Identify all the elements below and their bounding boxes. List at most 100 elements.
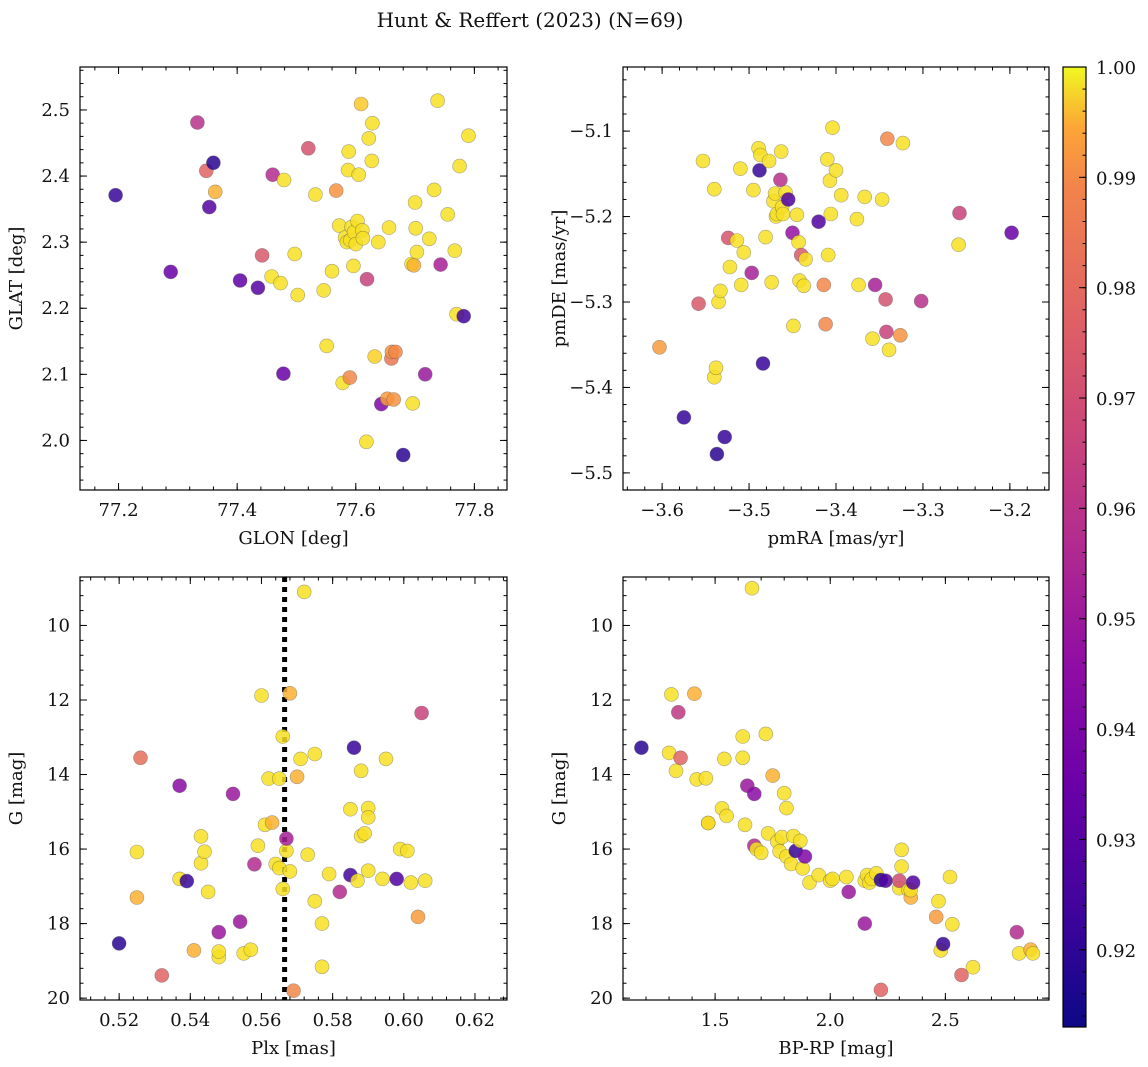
data-point bbox=[857, 189, 873, 205]
scatter-points bbox=[652, 120, 1019, 462]
data-point bbox=[289, 769, 305, 785]
data-point bbox=[716, 751, 732, 767]
data-point bbox=[818, 316, 833, 332]
data-point bbox=[425, 0, 439, 7]
data-point bbox=[414, 705, 429, 721]
x-tick-label: 2.0 bbox=[816, 1010, 845, 1031]
data-point bbox=[881, 342, 897, 358]
data-point bbox=[200, 884, 216, 900]
data-point bbox=[954, 967, 969, 983]
data-point bbox=[346, 740, 362, 756]
panel-plx-g: 0.52 0.54 0.56 0.58 0.60 0.62 10 12 14 16 18 20 Plx … bbox=[6, 0, 508, 1059]
y-tick-label: −5.2 bbox=[569, 207, 613, 228]
data-point bbox=[350, 873, 365, 889]
data-point bbox=[308, 187, 323, 202]
data-point bbox=[760, 826, 776, 841]
data-point bbox=[359, 434, 374, 450]
data-point bbox=[403, 875, 419, 890]
data-point bbox=[942, 869, 958, 885]
data-point bbox=[275, 881, 291, 897]
data-point bbox=[673, 750, 688, 766]
data-point bbox=[365, 115, 380, 131]
data-point bbox=[406, 257, 422, 273]
data-point bbox=[758, 229, 773, 245]
data-point bbox=[202, 199, 217, 215]
data-point bbox=[928, 909, 944, 925]
y-tick-label: 16 bbox=[47, 839, 70, 860]
data-point bbox=[873, 982, 889, 998]
data-point bbox=[193, 829, 209, 844]
data-point bbox=[300, 847, 316, 863]
data-point bbox=[409, 244, 425, 260]
x-tick-label: 77.8 bbox=[454, 500, 494, 521]
data-point bbox=[664, 687, 679, 702]
y-tick-label: 2.1 bbox=[41, 364, 70, 385]
data-point bbox=[819, 152, 835, 167]
y-tick-label: 2.0 bbox=[41, 430, 70, 451]
data-point bbox=[206, 155, 221, 171]
data-point bbox=[733, 161, 748, 176]
x-axis-label: GLON [deg] bbox=[238, 528, 348, 549]
colorbar-tick-label: 1.00 bbox=[1096, 58, 1136, 79]
colorbar-tick-label: 0.92 bbox=[1096, 941, 1136, 962]
y-axis-label: G [mag] bbox=[6, 752, 27, 825]
data-point bbox=[351, 167, 367, 182]
data-point bbox=[746, 786, 762, 802]
y-tick-label: 18 bbox=[47, 914, 70, 935]
data-point bbox=[811, 867, 827, 883]
panel-glon-glat: 77.2 77.4 77.6 77.8 2.0 2.1 2.2 2.3 2.4 2.5 GLON [… bbox=[6, 66, 508, 549]
data-point bbox=[895, 135, 911, 151]
data-point bbox=[332, 884, 348, 900]
data-point bbox=[746, 182, 761, 198]
data-point bbox=[355, 230, 371, 246]
axes-frame bbox=[79, 576, 508, 1001]
data-point bbox=[433, 257, 448, 272]
data-point bbox=[293, 751, 308, 767]
x-tick-label: −3.4 bbox=[814, 500, 858, 521]
data-point bbox=[276, 366, 291, 382]
colorbar-tick-label: 0.97 bbox=[1096, 389, 1136, 410]
colorbar-tick-label: 0.94 bbox=[1096, 720, 1136, 741]
data-point bbox=[737, 817, 753, 833]
data-point bbox=[440, 207, 456, 222]
data-point bbox=[346, 258, 361, 274]
data-point bbox=[833, 187, 849, 203]
data-point bbox=[733, 277, 749, 293]
data-point bbox=[461, 0, 475, 7]
data-point bbox=[729, 233, 745, 248]
x-tick-label: 0.52 bbox=[99, 1010, 139, 1031]
data-point bbox=[342, 370, 358, 385]
data-point bbox=[857, 916, 873, 931]
y-tick-label: 20 bbox=[590, 988, 613, 1009]
data-point bbox=[316, 283, 332, 298]
data-point bbox=[935, 936, 951, 952]
data-point bbox=[931, 893, 946, 909]
data-point bbox=[839, 869, 854, 885]
data-point bbox=[447, 243, 463, 258]
data-point bbox=[823, 206, 839, 222]
data-point bbox=[828, 163, 844, 178]
y-tick-label: 2.5 bbox=[41, 100, 70, 121]
x-axis-label: BP-RP [mag] bbox=[778, 1038, 893, 1059]
panel-bprp-g: 1.5 2.0 2.5 10 12 14 16 18 20 BP-RP [mag] G [mag] bbox=[549, 576, 1050, 1059]
data-point bbox=[408, 221, 424, 236]
data-point bbox=[797, 849, 813, 864]
data-point bbox=[798, 251, 813, 267]
data-point bbox=[755, 356, 771, 371]
data-point bbox=[279, 831, 294, 846]
colorbar-gradient bbox=[1063, 67, 1086, 1027]
data-point bbox=[388, 344, 403, 360]
data-point bbox=[273, 275, 288, 291]
data-point bbox=[825, 871, 840, 887]
x-tick-label: −3.6 bbox=[640, 500, 684, 521]
x-tick-label: 0.62 bbox=[455, 1010, 495, 1031]
data-point bbox=[319, 338, 335, 354]
data-point bbox=[225, 786, 241, 802]
data-point bbox=[878, 873, 893, 889]
data-point bbox=[849, 211, 865, 227]
data-point bbox=[426, 182, 442, 198]
data-point bbox=[792, 833, 808, 849]
data-point bbox=[691, 296, 706, 312]
data-point bbox=[172, 778, 187, 794]
